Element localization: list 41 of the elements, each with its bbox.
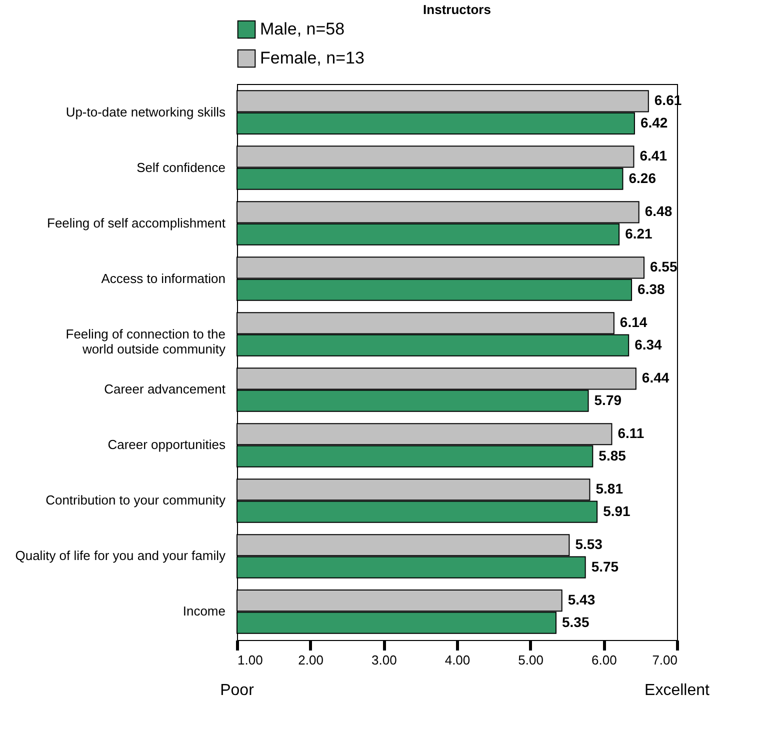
data-label: 5.35 <box>562 614 590 630</box>
y-tick-label: Feeling of connection to the world outside community <box>66 326 226 356</box>
data-label: 6.38 <box>638 280 665 297</box>
text: Poor <box>220 682 255 699</box>
y-tick-label: Quality of life for you and your family <box>15 548 226 564</box>
x-tick-label: 3.00 <box>372 652 397 668</box>
y-tick-label: Career advancement <box>104 382 226 397</box>
x-tick-label: 6.00 <box>592 652 617 668</box>
data-label: 6.11 <box>618 425 644 442</box>
y-tick-label: Self confidence <box>136 160 226 175</box>
x-tick-label: 4.00 <box>444 652 470 668</box>
y-tick-label: Contribution to your community <box>46 492 226 508</box>
x-tick-label: 1.00 <box>238 652 263 668</box>
y-tick-label: Income <box>182 604 226 619</box>
data-label: 6.34 <box>634 336 662 352</box>
legend-label: Male, n=58 <box>260 20 345 38</box>
legend-label: Female, n=13 <box>260 48 364 68</box>
data-label: 6.41 <box>640 148 668 164</box>
data-label: 5.75 <box>591 558 619 574</box>
y-tick-label: Feeling of self accomplishment <box>47 215 226 230</box>
x-tick-label: 7.00 <box>652 652 678 668</box>
chart-title: Instructors <box>423 2 491 17</box>
data-label: 5.85 <box>598 447 626 464</box>
data-label: 5.53 <box>575 536 603 552</box>
y-tick-label: Career opportunities <box>108 437 226 452</box>
data-label: 6.44 <box>642 370 670 386</box>
y-tick-label: Access to information <box>101 270 226 286</box>
x-tick-label: 5.00 <box>518 652 544 668</box>
text: Excellent <box>644 682 710 699</box>
data-label: 6.26 <box>628 170 656 186</box>
data-label: 6.14 <box>620 314 648 330</box>
x-tick-label: 2.00 <box>298 652 324 668</box>
y-tick-label: Up-to-date networking skills <box>66 104 226 120</box>
data-label: 5.81 <box>596 480 624 497</box>
data-label: 5.43 <box>568 592 596 608</box>
data-label: 6.55 <box>650 258 678 275</box>
data-label: 5.91 <box>603 502 631 519</box>
data-label: 6.21 <box>625 225 653 242</box>
data-label: 5.79 <box>594 392 622 408</box>
data-label: 6.42 <box>640 114 668 130</box>
data-label: 6.48 <box>644 203 672 220</box>
